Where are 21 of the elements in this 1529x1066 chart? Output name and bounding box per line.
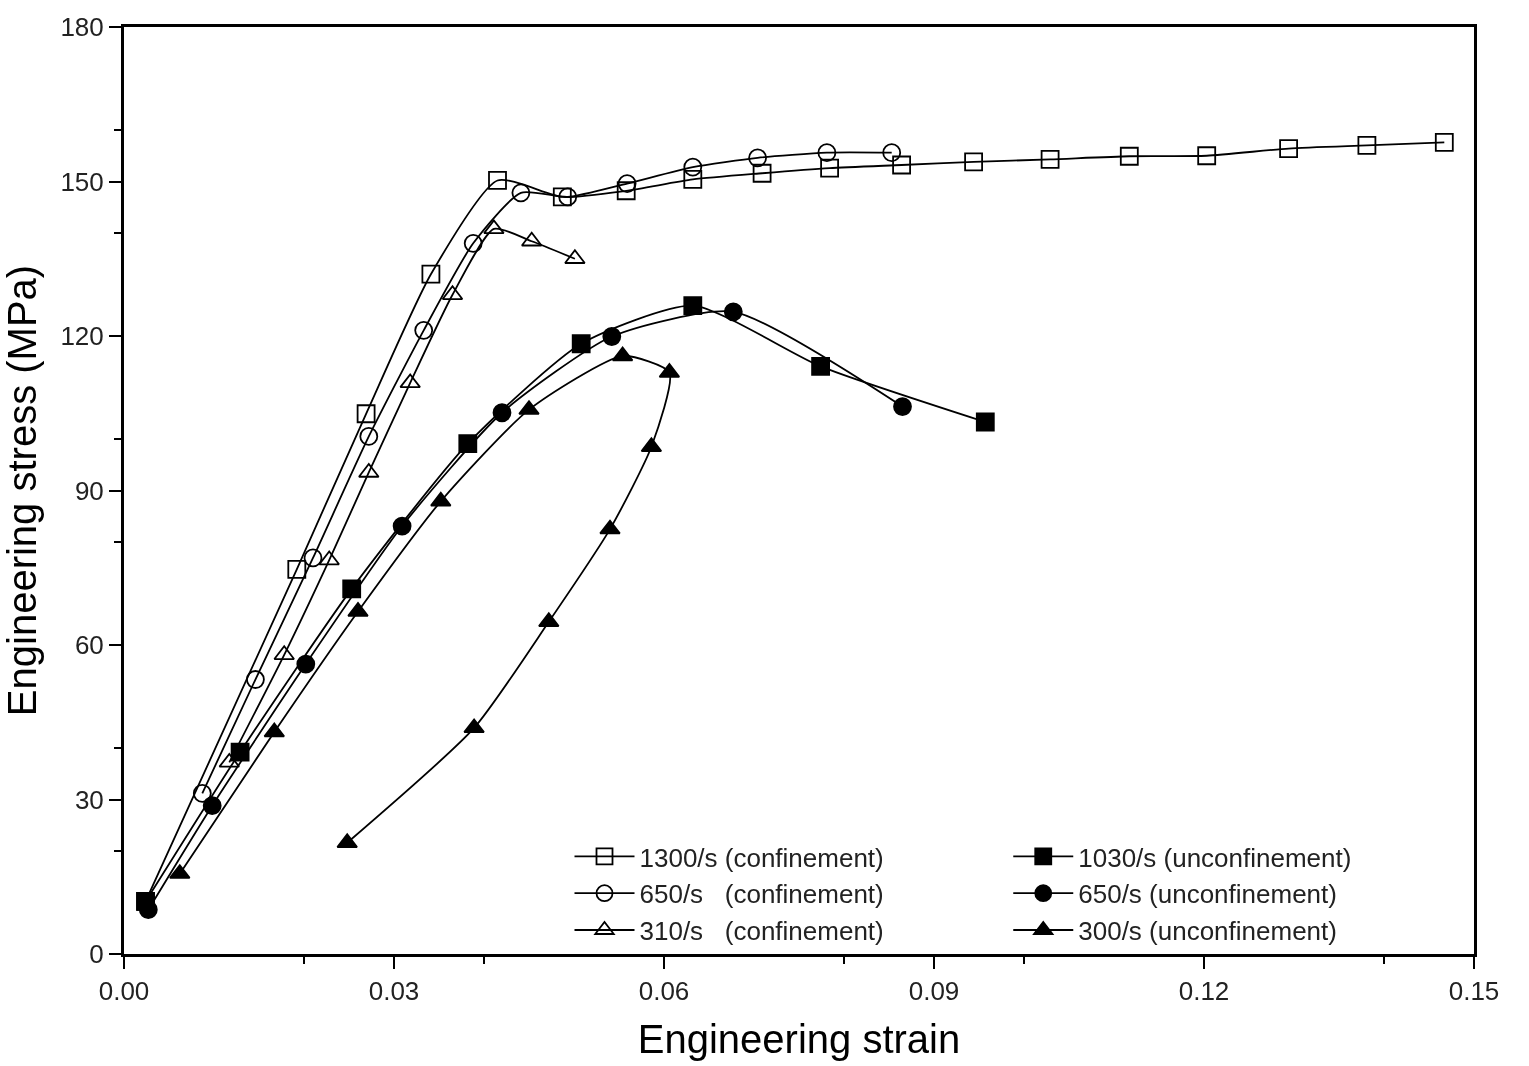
y-tick-label: 180	[60, 12, 104, 43]
legend-label: 300/s (unconfinement)	[1078, 916, 1337, 947]
x-tick-label: 0.09	[908, 976, 960, 1007]
legend-label: 1300/s (confinement)	[639, 842, 884, 873]
y-axis-title: Engineering stress (MPa)	[0, 264, 44, 717]
y-tick-label: 90	[74, 475, 104, 506]
x-tick-label: 0.00	[98, 976, 150, 1007]
x-tick-label: 0.03	[368, 976, 420, 1007]
y-tick-label: 30	[74, 784, 104, 815]
y-tick-label: 0	[89, 939, 104, 970]
y-tick-label: 120	[60, 321, 104, 352]
y-tick-label: 60	[74, 630, 104, 661]
x-tick-label: 0.15	[1448, 976, 1500, 1007]
legend-label: 650/s (unconfinement)	[1078, 879, 1337, 910]
legend-label: 310/s (confinement)	[639, 916, 884, 947]
x-axis-title: Engineering strain	[637, 1016, 961, 1061]
legend-label: 1030/s (unconfinement)	[1078, 842, 1352, 873]
legend-label: 650/s (confinement)	[639, 879, 884, 910]
x-tick-label: 0.06	[638, 976, 690, 1007]
x-tick-label: 0.12	[1178, 976, 1230, 1007]
y-tick-label: 150	[60, 166, 104, 197]
